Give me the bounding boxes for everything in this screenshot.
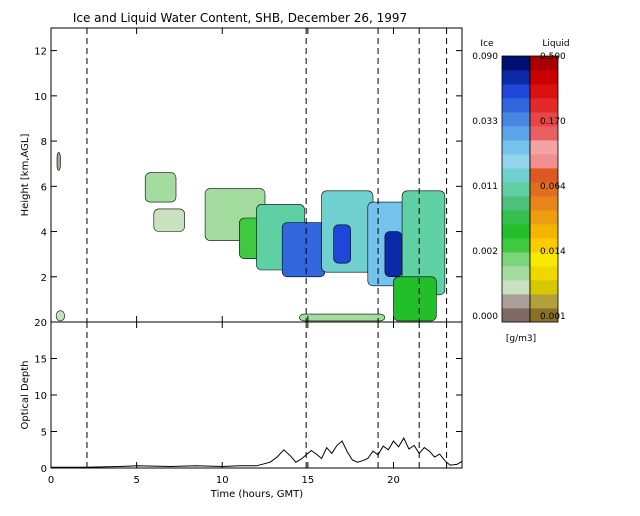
liquid-colorbar-swatch [530, 224, 558, 239]
cloud-layer [153, 208, 185, 232]
ice-colorbar-swatch [502, 252, 530, 267]
liquid-colorbar-swatch [530, 98, 558, 113]
y-tick-label: 10 [34, 391, 47, 402]
ice-colorbar-swatch [502, 210, 530, 225]
ice-colorbar-swatch [502, 168, 530, 183]
ice-colorbar-swatch [502, 126, 530, 141]
top-y-axis: 2 4 6 8 10 12 [34, 47, 462, 284]
cloud-layer [144, 172, 177, 203]
x-tick-label: 5 [133, 475, 139, 486]
x-tick-label: 10 [216, 475, 229, 486]
liquid-colorbar-swatch [530, 196, 558, 211]
cloud-field [55, 152, 446, 322]
y-tick-label: 8 [41, 137, 47, 148]
x-tick-label: 0 [48, 475, 54, 486]
liquid-colorbar-swatch [530, 182, 558, 197]
cloud-layer [56, 152, 61, 171]
bottom-x-axis: 0 5 10 15 20 [48, 322, 400, 486]
liquid-colorbar-swatch [530, 252, 558, 267]
liquid-colorbar-swatch [530, 294, 558, 309]
optical-depth-line [51, 437, 463, 468]
colorbar-ice-label: Ice [480, 39, 494, 49]
y-tick-label: 6 [41, 182, 47, 193]
colorbar-unit: [g/m3] [506, 334, 536, 344]
y-tick-label: 5 [41, 428, 47, 439]
y-tick-label: 0 [41, 464, 47, 475]
liquid-colorbar-frame [529, 55, 559, 323]
ice-colorbar-swatch [502, 224, 530, 239]
liquid-colorbar-swatch [530, 126, 558, 141]
liquid-colorbar-swatch [530, 112, 558, 127]
ice-colorbar-swatch [502, 182, 530, 197]
liquid-colorbar-tick-label: 0.170 [540, 117, 566, 127]
liquid-colorbar-swatch [530, 308, 558, 323]
top-x-ticks [50, 28, 394, 322]
liquid-colorbar-tick-label: 0.500 [540, 52, 566, 62]
liquid-colorbar-swatch [530, 140, 558, 155]
cloud-layer [333, 224, 352, 264]
ice-colorbar-swatch [502, 238, 530, 253]
y-tick-label: 4 [41, 228, 47, 239]
ice-colorbar-swatch [502, 56, 530, 71]
ice-colorbar-swatch [502, 308, 530, 323]
cloud-layer [393, 276, 437, 322]
bottom-reference-lines [86, 322, 448, 468]
bottom-y-axis: 0 5 10 15 20 [34, 318, 462, 475]
bottom-y-axis-label: Optical Depth [20, 361, 31, 430]
ice-colorbar-swatch [502, 154, 530, 169]
y-tick-label: 12 [34, 47, 47, 58]
cloud-layer [281, 222, 326, 278]
ice-colorbar-tick-label: 0.002 [472, 247, 498, 257]
cloud-layer [55, 310, 65, 322]
ice-colorbar-swatch [502, 196, 530, 211]
liquid-colorbar-swatch [530, 266, 558, 281]
x-tick-label: 15 [302, 475, 315, 486]
ice-colorbar-swatch [502, 70, 530, 85]
ice-colorbar-tick-label: 0.090 [472, 52, 498, 62]
ice-colorbar-swatch [502, 84, 530, 99]
x-tick-label: 20 [387, 475, 400, 486]
liquid-colorbar-swatch [530, 154, 558, 169]
cloud-layer [298, 313, 386, 322]
liquid-colorbar-swatch [530, 56, 558, 71]
ice-colorbar-swatch [502, 266, 530, 281]
ice-colorbar-tick-label: 0.000 [472, 312, 498, 322]
ice-colorbar-tick-label: 0.033 [472, 117, 498, 127]
liquid-colorbar-tick-label: 0.014 [540, 247, 566, 257]
top-y-axis-label: Height [km,AGL] [20, 134, 31, 217]
bottom-plot-frame [50, 321, 463, 469]
colorbars: 0.000 0.002 0.011 0.033 0.090 0.001 0.014 0.064… [472, 52, 566, 323]
liquid-colorbar-swatch [530, 280, 558, 295]
liquid-colorbar-swatch [530, 210, 558, 225]
liquid-colorbar-tick-label: 0.064 [540, 182, 566, 192]
y-tick-label: 20 [34, 318, 47, 329]
liquid-colorbar-swatch [530, 84, 558, 99]
ice-colorbar-tick-label: 0.011 [472, 182, 498, 192]
y-tick-label: 10 [34, 92, 47, 103]
ice-colorbar-swatch [502, 294, 530, 309]
liquid-colorbar-swatch [530, 238, 558, 253]
chart-title: Ice and Liquid Water Content, SHB, Decem… [73, 11, 407, 25]
x-axis-label: Time (hours, GMT) [210, 489, 304, 500]
colorbar-liquid-label: Liquid [542, 39, 569, 49]
y-tick-label: 2 [41, 273, 47, 284]
liquid-colorbar-tick-label: 0.001 [540, 312, 566, 322]
cloud-layer [384, 231, 403, 278]
ice-colorbar-swatch [502, 280, 530, 295]
liquid-colorbar-swatch [530, 168, 558, 183]
y-tick-label: 15 [34, 355, 47, 366]
ice-colorbar-swatch [502, 112, 530, 127]
liquid-colorbar-swatch [530, 70, 558, 85]
ice-colorbar-swatch [502, 98, 530, 113]
ice-colorbar-swatch [502, 140, 530, 155]
top-reference-lines [86, 28, 448, 322]
